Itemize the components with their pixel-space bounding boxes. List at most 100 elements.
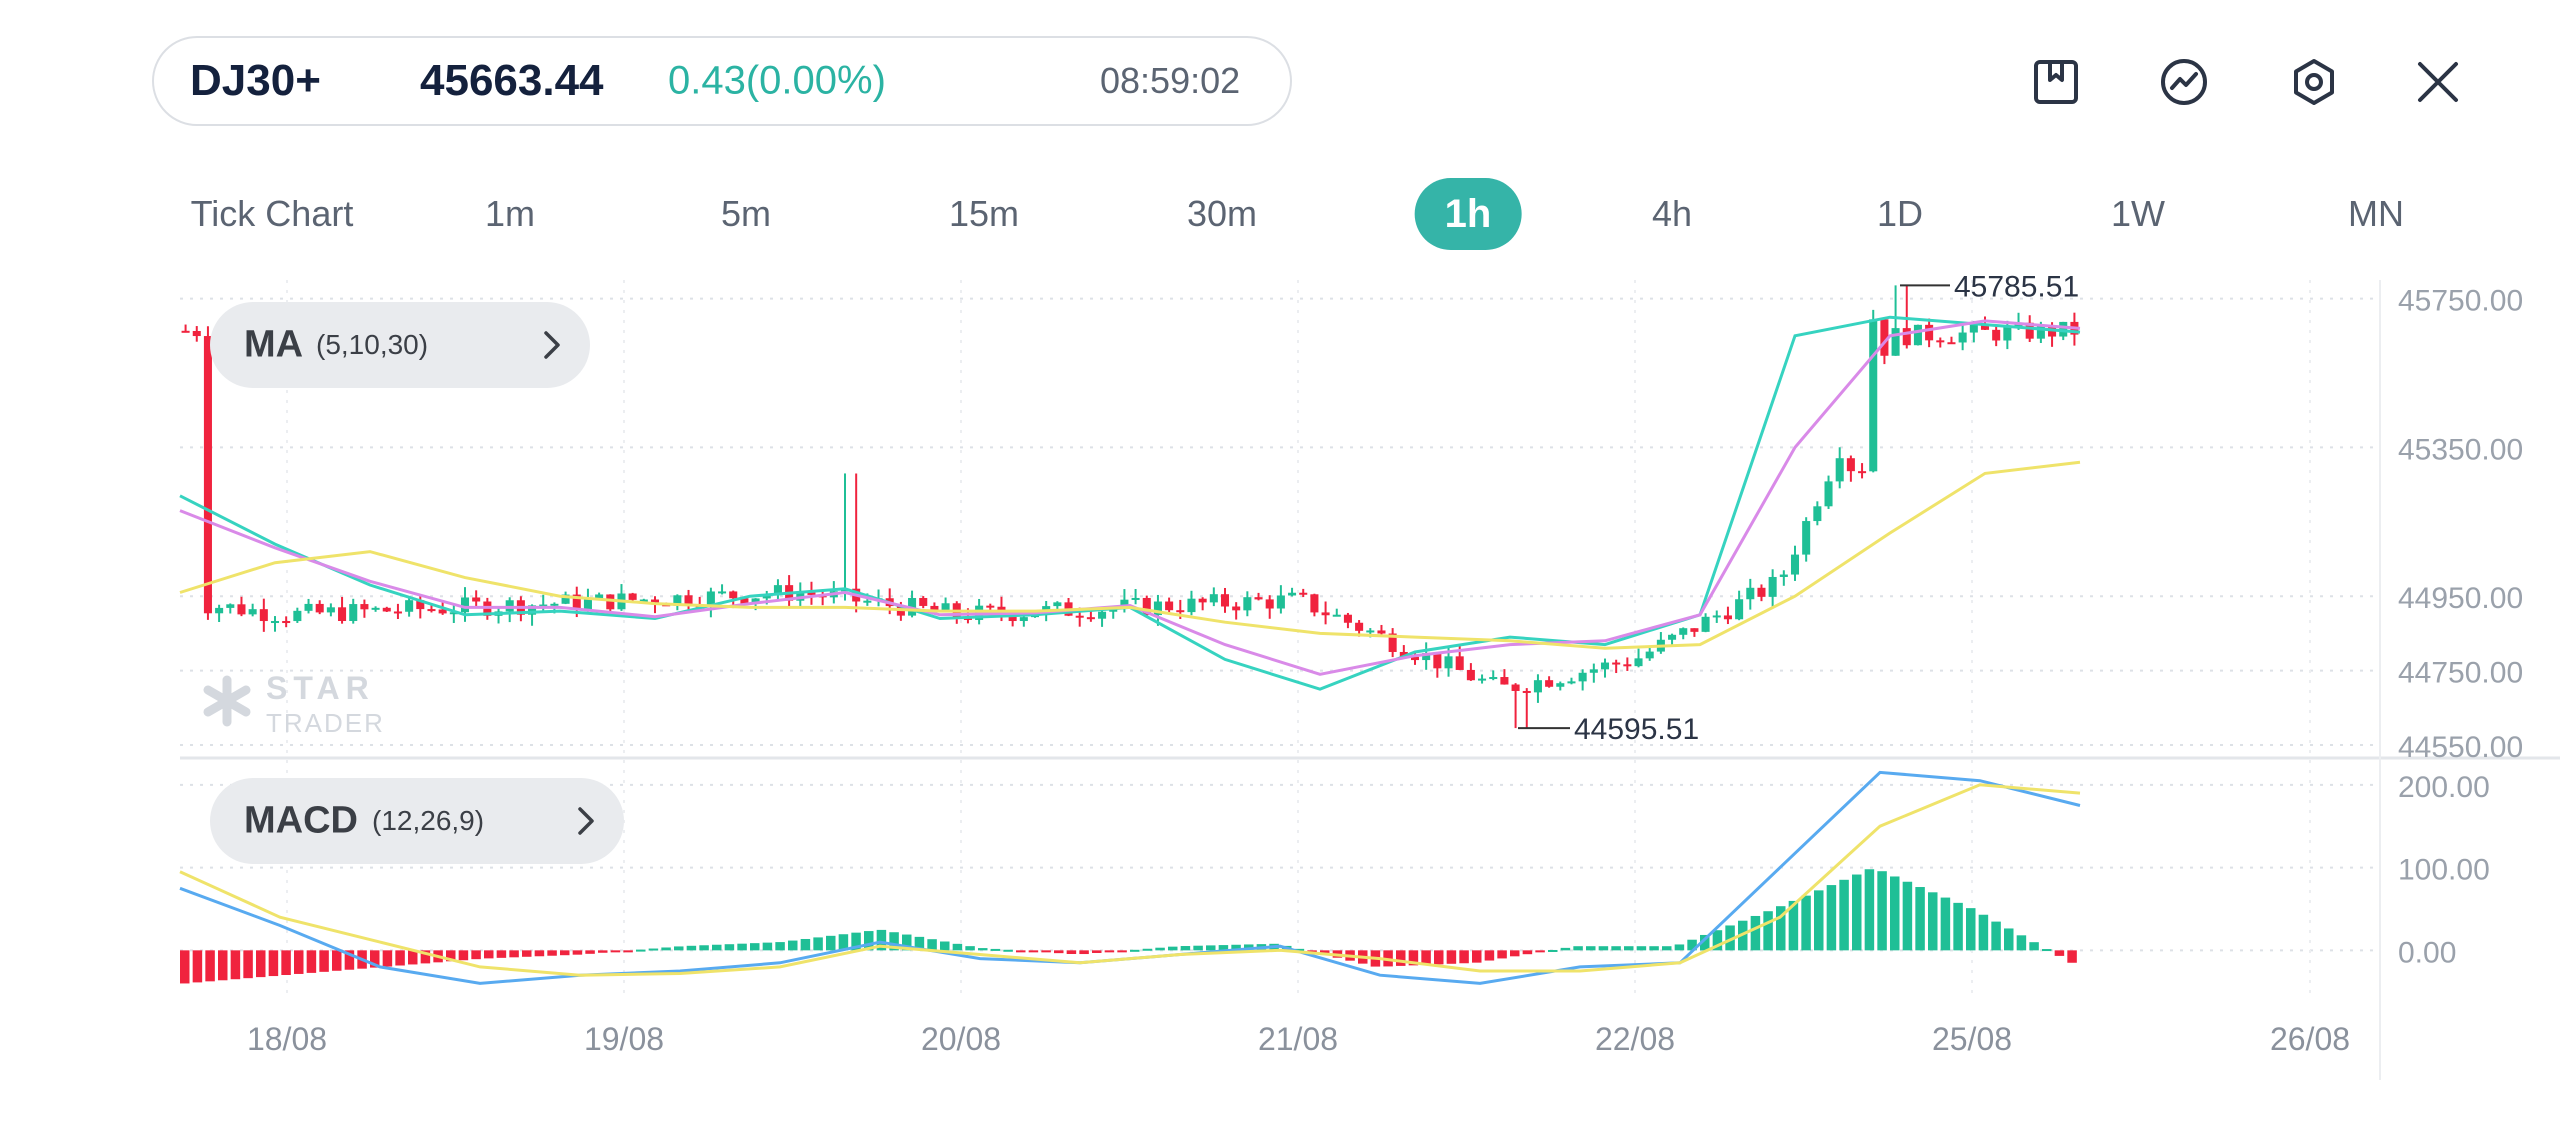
candle-up: [1533, 680, 1542, 693]
candle-down: [1142, 597, 1151, 616]
macd-hist-bar-down: [1016, 950, 1026, 953]
macd-hist-bar-up: [1168, 946, 1178, 951]
macd-hist-bar-down: [332, 950, 342, 971]
time-label: 08:59:02: [1100, 60, 1241, 101]
candle-up: [1019, 617, 1028, 622]
chart-grid: [180, 280, 2560, 1080]
candle-down: [203, 336, 212, 614]
candle-up: [1869, 319, 1878, 472]
macd-hist-bar-up: [889, 932, 899, 951]
macd-hist-bar-down: [484, 950, 494, 959]
ma-indicator-button[interactable]: MA (5,10,30): [210, 302, 590, 388]
macd-hist-bar-down: [1092, 950, 1102, 953]
macd-hist-bar-down: [1522, 950, 1533, 955]
macd-hist-bar-down: [1066, 950, 1077, 954]
candle-down: [1980, 324, 1990, 330]
macd-hist-bar-down: [610, 950, 621, 953]
tf-mn[interactable]: MN: [2348, 193, 2404, 234]
macd-hist-bar-down: [471, 950, 481, 960]
ma-lines: [179, 315, 2081, 691]
macd-hist-bar-up: [1193, 945, 1203, 951]
macd-hist-bar-up: [2029, 942, 2039, 951]
macd-hist-bar-up: [2042, 949, 2052, 952]
macd-hist-bar-up: [1978, 914, 1989, 951]
candle-down: [1466, 669, 1475, 681]
candle-down: [1858, 471, 1867, 474]
macd-hist-bar-up: [1155, 947, 1165, 951]
tf-1h[interactable]: 1h: [1414, 178, 1522, 250]
tf-1d[interactable]: 1D: [1876, 193, 1924, 234]
tf-15m[interactable]: 15m: [948, 193, 1020, 234]
candle-up: [673, 595, 682, 606]
candle-up: [1422, 653, 1431, 661]
candle-down: [1388, 633, 1397, 652]
tf-5m[interactable]: 5m: [720, 193, 772, 234]
candle-up: [1567, 681, 1576, 684]
candle-up: [371, 607, 380, 610]
macd-hist-bar-down: [1054, 950, 1064, 954]
candle-up: [1813, 506, 1822, 522]
candle-down: [360, 604, 369, 610]
macd-hist-bar-down: [218, 950, 228, 981]
candle-down: [2025, 322, 2034, 339]
candle-up: [304, 603, 313, 611]
macd-tick-label: 100.00: [2398, 854, 2490, 887]
candle-up: [1120, 599, 1129, 609]
macd-hist-bar-down: [446, 950, 456, 962]
candle-down: [1433, 653, 1442, 669]
settings-icon[interactable]: [2282, 50, 2346, 114]
candle-up: [1668, 634, 1677, 640]
tf-30m[interactable]: 30m: [1186, 193, 1258, 234]
macd-hist-bar-down: [560, 950, 570, 956]
candle-down: [438, 609, 447, 614]
date-tick-label: 19/08: [584, 1021, 664, 1057]
axes-labels: 45750.00 45350.00 44950.00 44750.00 44550.00…: [247, 285, 2523, 1057]
candle-up: [1589, 669, 1598, 673]
macd-hist-bar-up: [1611, 946, 1621, 951]
ma-line-ma30: [179, 460, 2081, 650]
tf-4h[interactable]: 4h: [1651, 193, 1693, 234]
candle-down: [1511, 684, 1520, 691]
macd-indicator-button[interactable]: MACD (12,26,9): [210, 778, 624, 864]
candle-down: [1880, 319, 1889, 356]
macd-hist-bar-up: [876, 929, 887, 951]
macd-hist-bar-up: [1928, 892, 1938, 951]
macd-hist-bar-up: [1560, 947, 1571, 951]
candle-down: [628, 593, 637, 600]
candle-up: [639, 599, 648, 602]
macd-hist-bar-down: [1396, 950, 1406, 966]
candle-down: [1355, 622, 1364, 631]
trend-icon[interactable]: [2152, 50, 2216, 114]
candle-up: [226, 604, 235, 608]
change-label: 0.43(0.00%): [668, 58, 886, 103]
macd-hist-bar-up: [1712, 930, 1723, 951]
macd-hist-bar-up: [1636, 946, 1647, 951]
candle-up: [1243, 597, 1252, 611]
candle-down: [1936, 340, 1945, 343]
macd-tick-label: 200.00: [2398, 771, 2490, 804]
candle-up: [1969, 324, 1978, 333]
macd-hist-bar-up: [800, 938, 811, 951]
macd-hist-bar-up: [1991, 921, 2001, 951]
close-icon[interactable]: [2406, 50, 2470, 114]
candle-up: [773, 585, 782, 596]
bookmark-icon[interactable]: [2024, 50, 2088, 114]
tf-tick-chart[interactable]: Tick Chart: [190, 193, 354, 234]
candle-up: [528, 605, 537, 615]
macd-hist-bar-up: [788, 940, 798, 951]
candle-down: [1925, 324, 1934, 341]
macd-hist-bar-up: [686, 945, 697, 951]
macd-hist-bar-down: [1104, 950, 1115, 953]
tf-1m[interactable]: 1m: [484, 193, 536, 234]
candle-down: [1455, 656, 1464, 670]
macd-hist-bar-down: [294, 950, 304, 974]
candle-up: [1131, 597, 1140, 600]
tf-1w[interactable]: 1W: [2111, 193, 2165, 234]
candle-down: [315, 603, 324, 613]
candle-up: [293, 610, 302, 622]
candle-up: [1444, 656, 1453, 669]
candle-down: [416, 600, 425, 610]
candle-up: [1489, 677, 1498, 680]
macd-hist-bar-down: [1510, 950, 1520, 957]
